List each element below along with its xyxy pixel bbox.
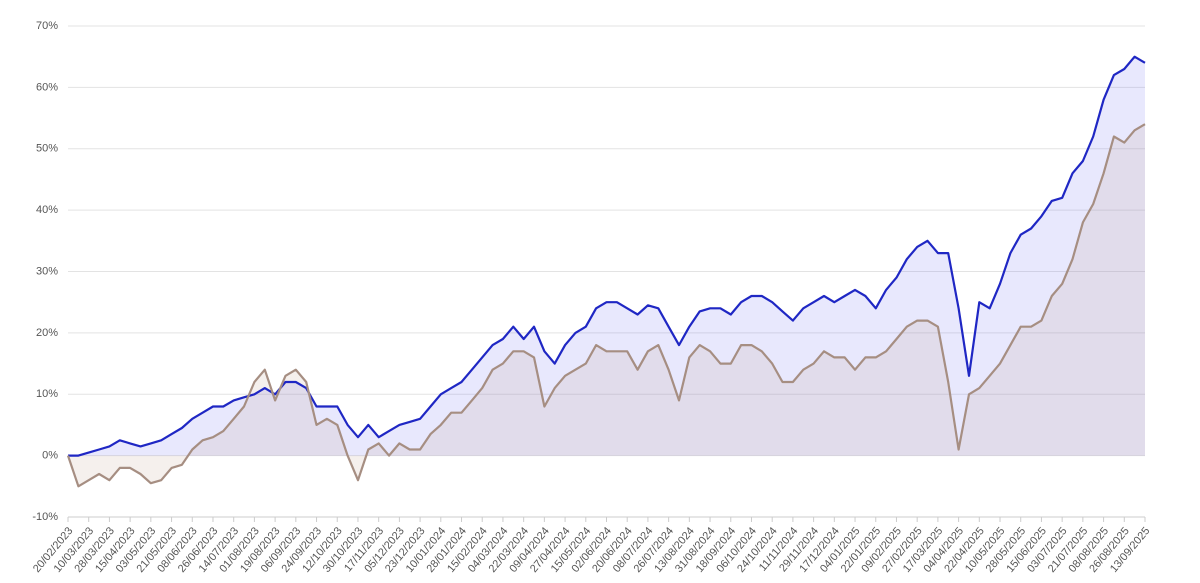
y-tick-label: -10% bbox=[32, 511, 58, 523]
series-area bbox=[68, 124, 1145, 487]
y-tick-label: 70% bbox=[36, 20, 58, 32]
y-tick-label: 10% bbox=[36, 388, 58, 400]
y-tick-label: 60% bbox=[36, 81, 58, 93]
series-line bbox=[66, 123, 1146, 488]
y-tick-label: 50% bbox=[36, 143, 58, 155]
y-tick-label: 40% bbox=[36, 204, 58, 216]
y-tick-label: 30% bbox=[36, 265, 58, 277]
y-tick-label: 20% bbox=[36, 327, 58, 339]
y-tick-label: 0% bbox=[42, 450, 58, 462]
series-area bbox=[68, 56, 1145, 456]
